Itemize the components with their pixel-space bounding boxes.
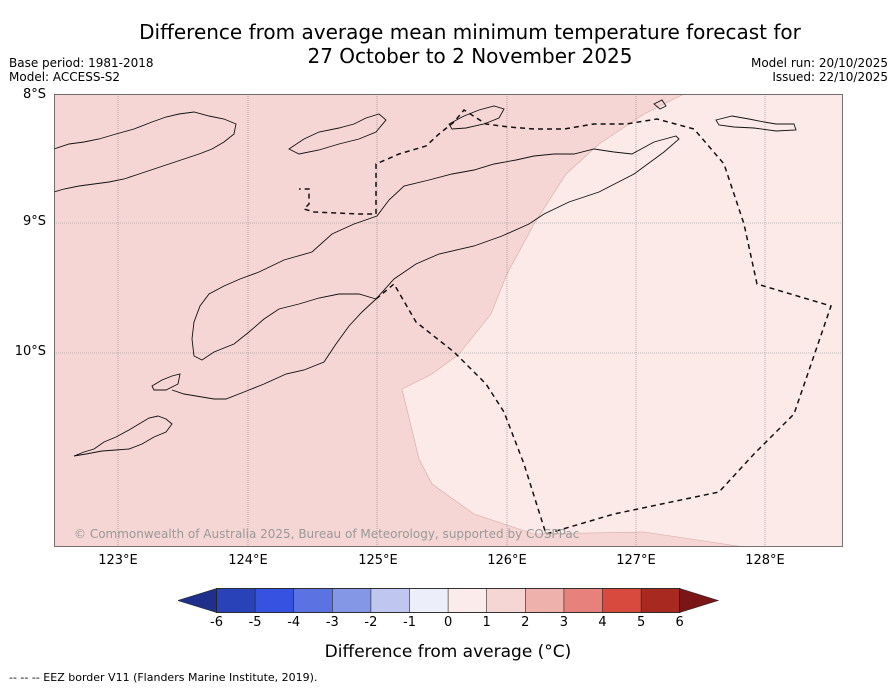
copyright-text: © Commonwealth of Australia 2025, Bureau… — [74, 527, 579, 541]
eez-border — [299, 109, 832, 535]
run-info: Model run: 20/10/2025 Issued: 22/10/2025 — [751, 56, 888, 84]
colorbar-tick-label: 1 — [482, 615, 491, 630]
colorbar-swatch — [524, 588, 565, 613]
model-info: Base period: 1981-2018 Model: ACCESS-S2 — [9, 56, 154, 84]
colorbar-tick-label: 6 — [675, 615, 684, 630]
colorbar-tick-label: 2 — [521, 615, 530, 630]
colorbar-swatch — [409, 588, 449, 613]
lon-label-128e: 128°E — [745, 553, 785, 568]
colorbar-tick-label: 3 — [559, 615, 569, 630]
colorbar-tick-label: 4 — [598, 615, 607, 630]
lon-label-127e: 127°E — [616, 553, 656, 568]
colorbar-tick-label: 0 — [443, 615, 453, 630]
colorbar-tick-label: -2 — [364, 615, 378, 630]
colorbar — [178, 588, 720, 613]
lon-label-123e: 123°E — [98, 553, 138, 568]
coastlines — [54, 99, 797, 457]
model-run: Model run: 20/10/2025 — [750, 56, 888, 70]
forecast-map[interactable]: © Commonwealth of Australia 2025, Bureau… — [54, 94, 843, 547]
lon-label-124e: 124°E — [228, 553, 268, 568]
model-name: Model: ACCESS-S2 — [9, 70, 121, 84]
colorbar-title: Difference from average (°C) — [324, 642, 572, 662]
leti-islands — [715, 115, 797, 132]
title-line-2: 27 October to 2 November 2025 — [307, 44, 633, 68]
timor-north-coast — [191, 135, 680, 361]
colorbar-swatch — [216, 588, 256, 613]
colorbar-tick-label: -5 — [248, 615, 262, 630]
colorbar-tick-label: -3 — [325, 615, 339, 630]
lat-label-10s: 10°S — [14, 344, 46, 359]
contour-boundary — [401, 94, 745, 547]
issued-date: Issued: 22/10/2025 — [772, 70, 888, 84]
colorbar-swatch — [254, 588, 295, 613]
colorbar-tick-label: -4 — [287, 615, 301, 630]
kisar-island — [653, 99, 667, 110]
colorbar-swatch — [370, 588, 411, 613]
lat-label-9s: 9°S — [22, 214, 46, 229]
map-frame — [54, 94, 843, 547]
base-period: Base period: 1981-2018 — [9, 56, 154, 70]
colorbar-swatch — [447, 588, 488, 613]
sumba-island — [73, 415, 173, 457]
lon-label-125e: 125°E — [358, 553, 398, 568]
lon-label-126e: 126°E — [487, 553, 527, 568]
alor-island — [288, 113, 387, 155]
colorbar-tick-label: -6 — [210, 615, 223, 630]
colorbar-extend-high — [679, 588, 720, 613]
colorbar-swatch — [332, 588, 372, 613]
timor-south-coast — [171, 298, 377, 400]
lat-label-8s: 8°S — [22, 87, 46, 102]
colorbar-swatch — [640, 588, 681, 613]
rote-island — [151, 373, 181, 391]
chart-title: Difference from average mean minimum tem… — [0, 20, 896, 68]
eez-legend-footnote: -- -- -- EEZ border V11 (Flanders Marine… — [9, 671, 318, 684]
colorbar-swatch — [486, 588, 527, 613]
colorbar-swatch — [293, 588, 334, 613]
flores-coast — [54, 111, 237, 193]
wetar-island — [448, 105, 505, 130]
colorbar-swatch — [602, 588, 642, 613]
colorbar-swatch — [563, 588, 604, 613]
colorbar-tick-label: 5 — [636, 615, 646, 630]
colorbar-tick-label: -1 — [403, 615, 416, 630]
title-line-1: Difference from average mean minimum tem… — [139, 20, 801, 44]
colorbar-extend-low — [178, 588, 217, 613]
